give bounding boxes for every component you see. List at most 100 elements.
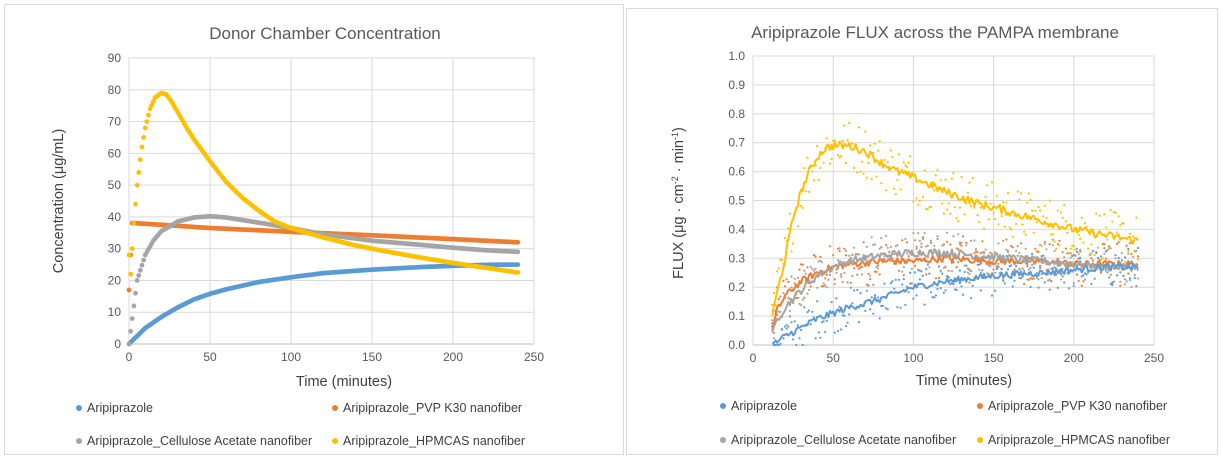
data-point: [819, 336, 822, 339]
data-point: [790, 286, 793, 289]
data-point: [820, 261, 824, 264]
data-point: [832, 254, 835, 257]
data-point: [1122, 222, 1125, 225]
data-point: [1111, 220, 1114, 223]
data-point: [814, 337, 817, 340]
data-point: [878, 247, 881, 250]
data-point: [979, 289, 982, 292]
data-point: [946, 274, 949, 278]
data-point: [907, 161, 910, 164]
data-point: [1083, 272, 1087, 275]
data-point: [891, 280, 894, 283]
data-point: [833, 278, 836, 281]
data-point: [947, 276, 950, 279]
data-point: [1130, 285, 1133, 288]
data-point: [808, 190, 811, 193]
data-point: [835, 271, 838, 274]
data-point: [1075, 250, 1079, 253]
legend-label: Aripiprazole_Cellulose Acetate nanofiber: [87, 434, 312, 448]
data-point: [867, 259, 870, 262]
data-point: [862, 241, 865, 244]
y-tick-label: 0.4: [728, 222, 745, 236]
data-point: [853, 166, 856, 170]
data-point: [1071, 254, 1074, 257]
data-point: [131, 303, 137, 309]
data-point: [1114, 257, 1117, 260]
data-point: [990, 181, 994, 184]
data-point: [873, 294, 876, 297]
data-point: [941, 244, 944, 247]
data-point: [772, 331, 775, 334]
data-point: [869, 274, 872, 277]
data-point: [814, 267, 817, 270]
data-point: [1136, 246, 1140, 250]
data-point: [843, 314, 846, 317]
data-point: [936, 168, 939, 171]
data-point: [1087, 247, 1090, 250]
data-point: [1066, 231, 1069, 234]
data-point: [1082, 280, 1085, 283]
legend-item-aripiprazole: Aripiprazole: [76, 401, 153, 415]
data-point: [859, 265, 862, 268]
data-point: [1043, 281, 1046, 284]
data-point: [129, 316, 135, 321]
data-point: [1079, 250, 1082, 253]
data-point: [843, 247, 846, 250]
data-point: [1072, 284, 1075, 287]
y-tick-label: 1.0: [728, 49, 745, 63]
data-point: [1091, 249, 1095, 253]
data-point: [971, 177, 974, 180]
data-point: [1055, 247, 1058, 250]
x-tick-label: 250: [1144, 351, 1164, 365]
data-point: [1106, 238, 1109, 241]
data-point: [880, 304, 883, 308]
data-point: [1016, 254, 1019, 257]
data-point: [1037, 278, 1040, 281]
data-point: [1002, 279, 1005, 282]
data-point: [933, 244, 936, 247]
data-point: [934, 277, 937, 280]
data-point: [873, 270, 876, 273]
data-point: [848, 313, 851, 316]
data-point: [926, 263, 929, 266]
y-tick-label: 0.3: [728, 251, 745, 265]
data-point: [897, 153, 901, 156]
data-point: [141, 135, 147, 140]
legend-marker-pvp: [332, 405, 338, 411]
data-point: [901, 168, 904, 171]
data-point: [917, 203, 920, 206]
data-point: [1135, 285, 1138, 288]
data-point: [1010, 228, 1013, 231]
data-point: [1031, 209, 1034, 212]
data-point: [889, 245, 892, 249]
x-tick-label: 50: [203, 350, 217, 364]
data-point: [966, 271, 969, 274]
data-point: [1005, 248, 1008, 251]
data-point: [926, 244, 929, 247]
data-point: [1108, 276, 1111, 279]
data-point: [910, 282, 913, 285]
data-point: [1037, 286, 1040, 289]
data-point: [1002, 239, 1005, 242]
data-point: [1000, 267, 1003, 270]
data-point: [973, 206, 976, 209]
data-point: [859, 170, 862, 173]
data-point: [828, 162, 832, 165]
data-point: [950, 270, 953, 273]
data-point: [965, 264, 968, 267]
data-point: [1095, 251, 1098, 254]
data-point: [936, 237, 939, 240]
data-point: [804, 272, 807, 275]
data-point: [946, 231, 949, 234]
data-point: [851, 302, 854, 305]
data-point: [1124, 256, 1127, 259]
series-aripiprazole-hpmcas-nanofiber: [126, 90, 521, 277]
y-tick-label: 0.6: [728, 165, 745, 179]
data-point: [1063, 203, 1066, 207]
data-point: [1059, 278, 1063, 281]
data-point: [1048, 199, 1051, 202]
data-point: [147, 106, 153, 112]
data-point: [780, 259, 783, 262]
data-point: [812, 254, 816, 257]
data-point: [986, 272, 989, 275]
